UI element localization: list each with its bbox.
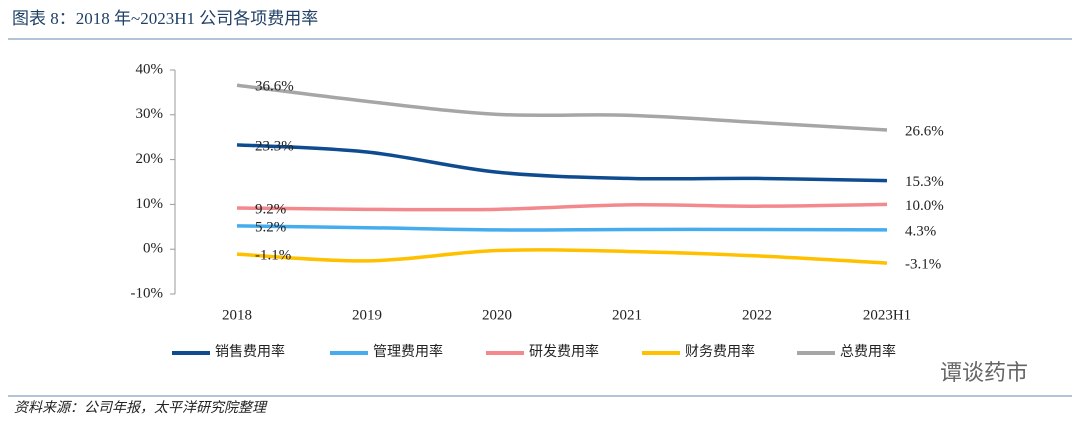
data-label: 15.3%: [905, 174, 944, 190]
y-tick-label: 40%: [136, 61, 164, 77]
watermark: 谭谈药市: [940, 361, 1028, 386]
x-tick-label: 2020: [482, 307, 512, 323]
data-label: 23.3%: [255, 138, 294, 154]
series-line: [236, 143, 888, 183]
data-label: -1.1%: [255, 248, 291, 264]
data-label: 10.0%: [905, 198, 944, 214]
y-tick-label: 0%: [143, 241, 163, 257]
x-tick-label: 2019: [352, 307, 382, 323]
y-tick-label: -10%: [131, 285, 164, 301]
x-tick-label: 2022: [742, 307, 772, 323]
legend-label: 总费用率: [840, 343, 896, 360]
data-label: 5.2%: [255, 219, 286, 235]
series-line: [236, 248, 888, 265]
data-label: 4.3%: [905, 223, 936, 239]
legend-label: 销售费用率: [215, 343, 285, 360]
chart-title: 图表 8：2018 年~2023H1 公司各项费用率: [12, 9, 318, 28]
y-tick-label: 20%: [136, 151, 164, 167]
data-label: 36.6%: [255, 79, 294, 95]
x-tick-label: 2018: [222, 307, 252, 323]
legend-label: 管理费用率: [373, 343, 443, 360]
source-note: 资料来源：公司年报，太平洋研究院整理: [14, 400, 268, 416]
y-tick-label: 10%: [136, 196, 164, 212]
x-tick-label: 2021: [612, 307, 642, 323]
series-line: [236, 224, 888, 232]
data-label: -3.1%: [905, 257, 941, 273]
x-tick-label: 2023H1: [863, 307, 911, 323]
legend-label: 财务费用率: [685, 343, 755, 360]
series-line: [236, 202, 888, 212]
y-tick-label: 30%: [136, 106, 164, 122]
data-label: 26.6%: [905, 123, 944, 139]
data-label: 9.2%: [255, 201, 286, 217]
legend-label: 研发费用率: [529, 343, 599, 360]
series-line: [236, 83, 888, 132]
